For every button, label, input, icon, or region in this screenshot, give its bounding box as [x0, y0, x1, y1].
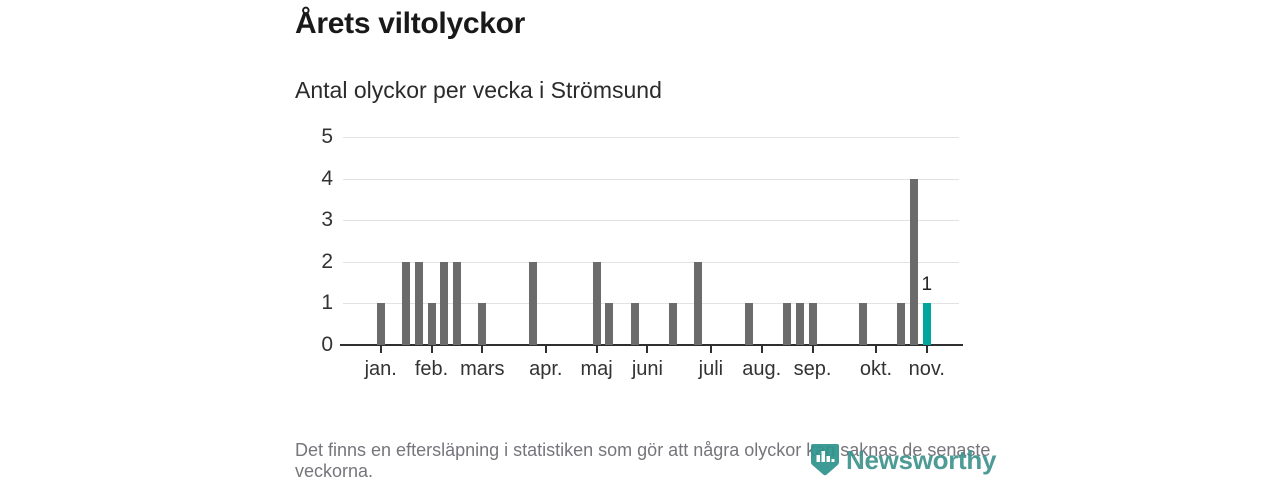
x-axis-label-okt: okt. [859, 358, 893, 380]
y-axis-label: 4 [321, 166, 333, 190]
gridline-1 [343, 303, 959, 305]
x-axis-tick-apr [544, 346, 547, 353]
bar-week-1 [376, 303, 385, 345]
x-axis-line [340, 344, 963, 346]
bar-week-35 [808, 303, 817, 345]
bar-week-19 [605, 303, 614, 345]
x-axis-tick-feb [430, 346, 433, 353]
x-axis-label-jan: jan. [364, 358, 397, 380]
bar-week-6 [440, 261, 449, 345]
x-axis-tick-sep [811, 346, 814, 353]
bar-chart-plot-area: 0 1 2 3 4 5 jan. feb. mars apr. maj juni juli aug. sep… [321, 125, 963, 380]
y-axis-label: 3 [321, 208, 333, 232]
x-axis-tick-mars [481, 346, 484, 353]
x-axis-label-mars: mars [460, 358, 505, 380]
bar-week-30 [745, 303, 753, 345]
bar-week-42 [897, 303, 906, 345]
y-axis-label: 5 [321, 125, 333, 148]
gridline-2 [343, 261, 959, 263]
x-axis-label-aug: aug. [742, 358, 782, 380]
x-axis-label-juli: juli [698, 358, 724, 380]
gridline-3 [343, 220, 959, 222]
bar-week-13 [529, 261, 538, 345]
bar-week-33 [783, 303, 792, 345]
x-axis-tick-juni [646, 346, 649, 353]
x-axis-label-maj: maj [580, 358, 613, 380]
gridline-5 [343, 137, 959, 138]
x-axis-label-juni: juni [631, 358, 663, 380]
highlight-value-label: 1 [921, 274, 933, 296]
x-axis-tick-jan [379, 346, 382, 353]
newsworthy-wordmark: Newsworthy [846, 445, 997, 475]
newsworthy-pin-barchart-icon [811, 444, 839, 476]
gridline-4 [343, 178, 959, 180]
highlight-bar-week-44 [922, 303, 931, 345]
bar-week-34 [795, 303, 804, 345]
chart-subtitle: Antal olyckor per vecka i Strömsund [295, 77, 662, 103]
bar-week-39 [859, 303, 868, 345]
x-axis-label-nov: nov. [908, 358, 945, 380]
x-axis-tick-juli [709, 346, 712, 353]
bar-week-21 [630, 303, 639, 345]
x-axis-label-apr: apr. [529, 358, 563, 380]
bar-week-26 [694, 261, 703, 345]
x-axis-tick-maj [595, 346, 598, 353]
y-axis-label: 2 [321, 249, 333, 273]
bar-week-4 [414, 261, 423, 345]
chart-title: Årets viltolyckor [295, 7, 525, 40]
bar-week-24 [668, 303, 677, 345]
x-axis-label-feb: feb. [414, 358, 449, 380]
bar-week-3 [402, 261, 411, 345]
x-axis-tick-aug [760, 346, 763, 353]
bar-week-7 [452, 261, 461, 345]
bar-week-43 [910, 178, 919, 345]
x-axis-label-sep: sep. [793, 358, 832, 380]
newsworthy-logo: Newsworthy [810, 443, 996, 477]
x-axis-tick-nov [925, 346, 928, 353]
x-axis-tick-okt [875, 346, 877, 353]
y-axis-label: 1 [321, 291, 333, 315]
bar-week-9 [478, 303, 487, 345]
bar-week-18 [592, 261, 601, 345]
y-axis-label: 0 [321, 333, 333, 356]
bar-week-5 [427, 303, 436, 345]
